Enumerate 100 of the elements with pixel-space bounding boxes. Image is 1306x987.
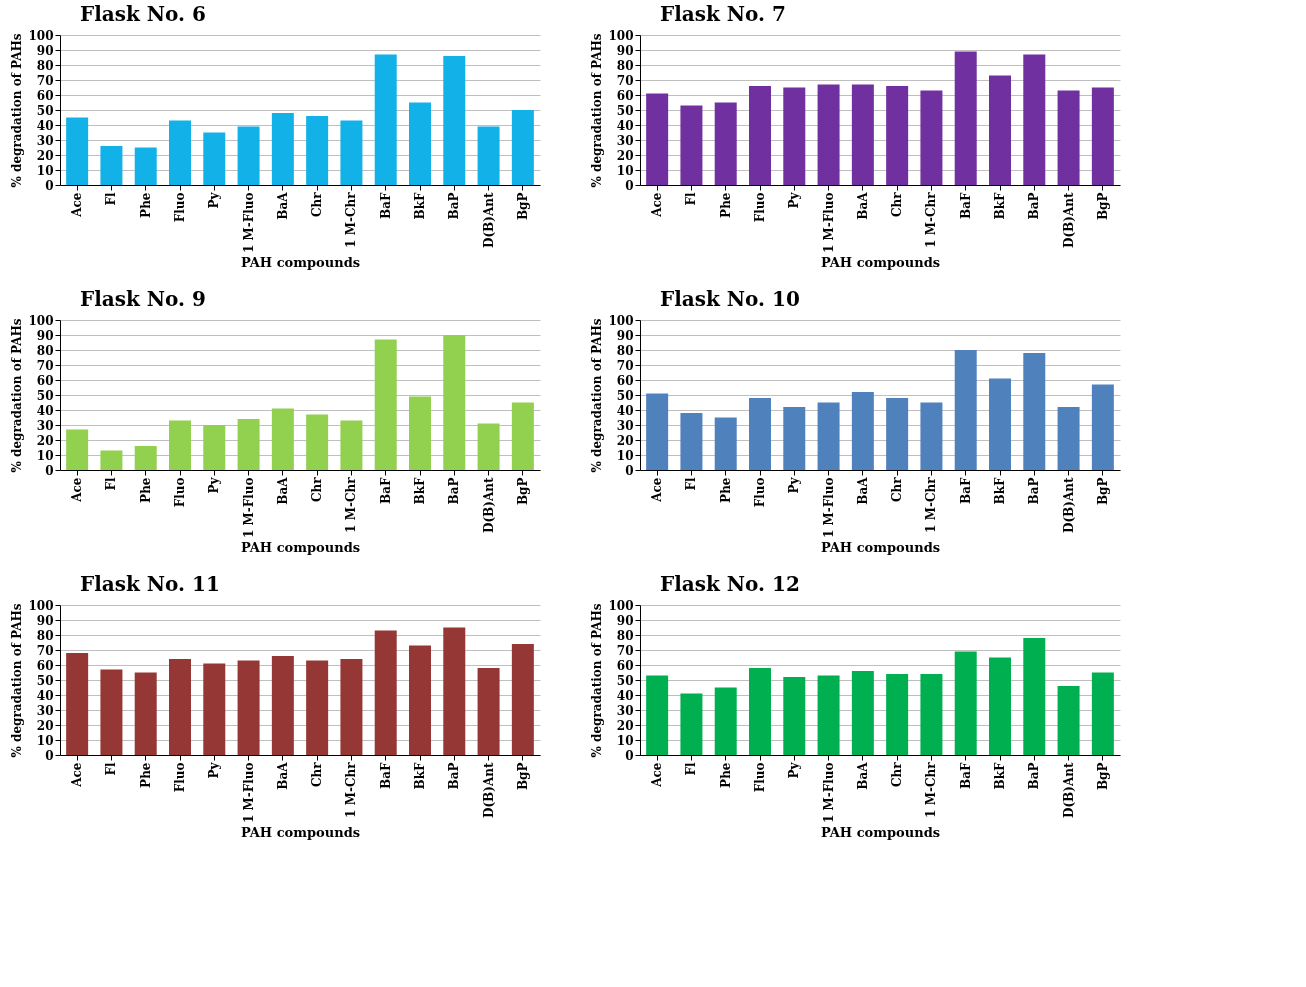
y-tick-label: 70: [616, 358, 634, 373]
bar: [340, 420, 363, 470]
x-tick-label: 1 M-Chr: [344, 476, 359, 533]
bar: [886, 674, 909, 755]
bar: [749, 86, 771, 185]
x-tick-label: Py: [787, 761, 802, 779]
x-tick-label: Fluo: [753, 192, 767, 223]
bar: [271, 113, 294, 185]
y-tick-label: 70: [616, 73, 634, 88]
bar: [714, 687, 737, 755]
y-tick-label: 50: [616, 673, 634, 688]
bar: [237, 660, 260, 755]
x-tick-label: Fl: [104, 477, 119, 491]
bar: [271, 656, 294, 755]
y-tick-label: 90: [36, 613, 54, 628]
y-tick-label: 70: [36, 358, 54, 373]
y-tick-label: 40: [616, 688, 634, 703]
bar: [1023, 638, 1046, 755]
bar: [817, 84, 840, 185]
y-tick-label: 30: [36, 418, 54, 433]
x-tick-label: Fluo: [173, 192, 187, 223]
x-tick-label: BkF: [413, 192, 427, 220]
y-tick-label: 80: [36, 343, 54, 358]
y-tick-label: 0: [625, 463, 634, 478]
y-tick-label: 60: [36, 373, 54, 388]
x-tick-label: BaP: [447, 477, 462, 505]
y-tick-label: 50: [36, 103, 54, 118]
y-tick-label: 60: [616, 88, 634, 103]
y-tick-label: 0: [45, 463, 54, 478]
bar: [169, 659, 191, 755]
bar: [646, 93, 669, 185]
x-tick-label: BaA: [855, 476, 870, 505]
x-tick-label: 1 M-Fluo: [821, 192, 836, 254]
y-tick-label: 30: [616, 418, 634, 433]
y-tick-label: 0: [625, 748, 634, 763]
bar: [237, 419, 260, 470]
y-tick-label: 90: [616, 43, 634, 58]
bar: [443, 335, 466, 470]
y-tick-label: 100: [28, 28, 54, 43]
x-tick-label: Fl: [684, 192, 699, 206]
y-tick-label: 10: [616, 733, 634, 748]
y-tick-label: 40: [36, 688, 54, 703]
bar: [169, 120, 191, 185]
bar: [886, 398, 909, 470]
y-axis-title: % degradation of PAHs: [10, 33, 25, 188]
x-tick-label: Chr: [890, 476, 905, 503]
x-tick-label: Phe: [138, 762, 153, 788]
y-tick-label: 90: [616, 328, 634, 343]
bar: [954, 51, 977, 185]
x-tick-label: D(B)Ant: [1061, 477, 1076, 533]
x-tick-label: Py: [787, 191, 802, 209]
y-tick-label: 60: [616, 658, 634, 673]
chart-title: Flask No. 11: [80, 572, 220, 596]
bar: [409, 396, 431, 470]
x-tick-label: BkF: [993, 762, 1007, 790]
y-axis-title: % degradation of PAHs: [10, 318, 25, 473]
x-tick-label: Fl: [104, 762, 119, 776]
bar: [920, 674, 943, 755]
bar: [1057, 407, 1080, 470]
bar: [306, 116, 329, 185]
x-tick-label: BaF: [958, 762, 973, 789]
x-tick-label: D(B)Ant: [1061, 192, 1076, 248]
y-tick-label: 10: [36, 733, 54, 748]
bar: [374, 339, 397, 470]
y-tick-label: 80: [36, 58, 54, 73]
x-tick-label: 1 M-Chr: [344, 191, 359, 248]
y-tick-label: 80: [36, 628, 54, 643]
x-tick-label: 1 M-Fluo: [821, 762, 836, 824]
y-tick-label: 0: [45, 748, 54, 763]
y-tick-label: 50: [616, 388, 634, 403]
bar: [954, 651, 977, 755]
bar: [851, 671, 874, 755]
x-tick-label: Ace: [650, 192, 665, 218]
x-tick-label: Py: [207, 191, 222, 209]
y-axis-title: % degradation of PAHs: [590, 33, 605, 188]
bar: [66, 117, 89, 185]
x-tick-label: Chr: [310, 191, 325, 218]
y-tick-label: 100: [608, 313, 634, 328]
y-tick-label: 60: [36, 88, 54, 103]
x-tick-label: D(B)Ant: [481, 477, 496, 533]
y-tick-label: 10: [616, 448, 634, 463]
y-tick-label: 100: [608, 598, 634, 613]
bar: [477, 423, 500, 470]
bar: [169, 420, 191, 470]
x-tick-label: 1 M-Chr: [924, 761, 939, 818]
bar: [100, 669, 123, 755]
y-tick-label: 20: [36, 718, 54, 733]
bar: [511, 644, 534, 755]
x-tick-label: BaA: [855, 191, 870, 220]
chart-title: Flask No. 9: [80, 287, 206, 311]
x-tick-label: BaP: [1027, 762, 1042, 790]
y-tick-label: 30: [616, 133, 634, 148]
x-tick-label: BkF: [993, 192, 1007, 220]
y-tick-label: 20: [616, 718, 634, 733]
y-tick-label: 70: [36, 73, 54, 88]
bar: [443, 56, 466, 185]
x-tick-label: Fl: [104, 192, 119, 206]
y-tick-label: 40: [616, 403, 634, 418]
x-tick-label: BaP: [1027, 477, 1042, 505]
bar: [100, 450, 123, 470]
